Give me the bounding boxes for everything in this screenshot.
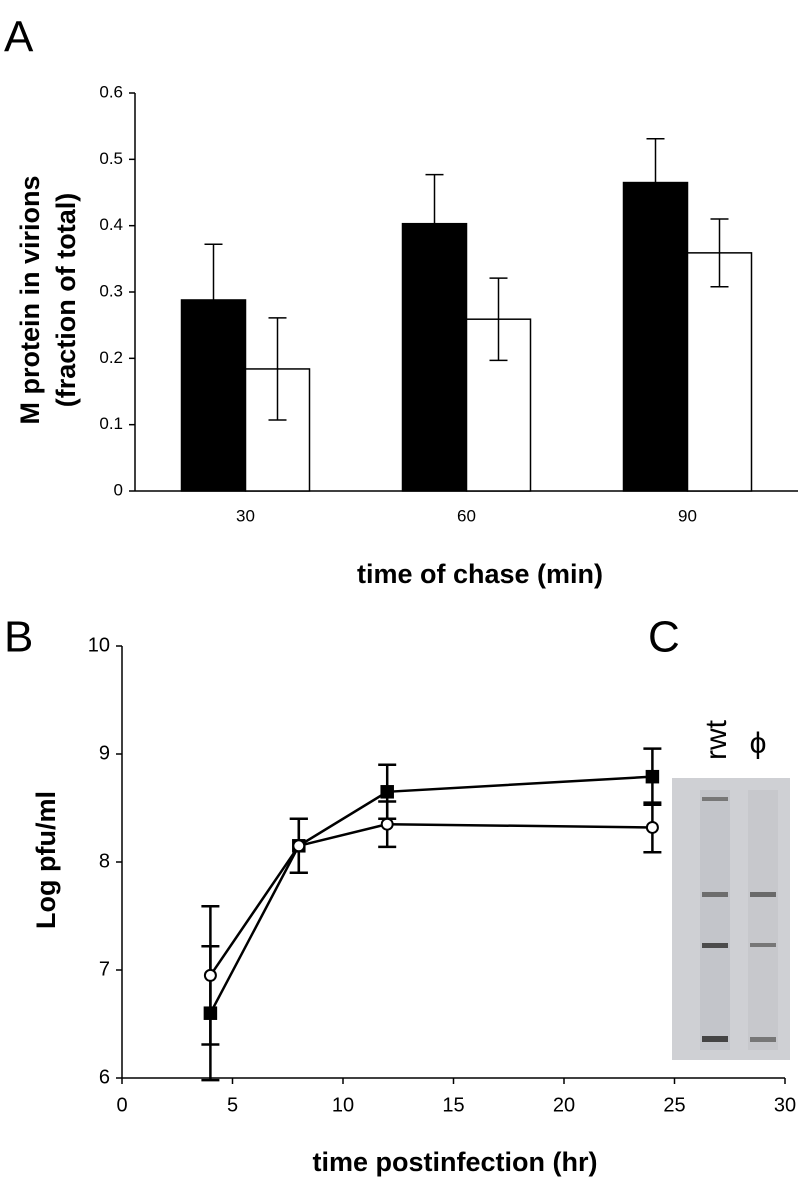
gel-band bbox=[702, 1036, 728, 1042]
gel-lane bbox=[700, 790, 730, 1050]
y-tick-label: 0.2 bbox=[99, 348, 123, 367]
gel-image bbox=[672, 778, 790, 1060]
y-tick-label: 0.5 bbox=[99, 149, 123, 168]
bar bbox=[622, 181, 689, 492]
line bbox=[209, 775, 653, 1014]
gel-band bbox=[702, 943, 728, 948]
x-tick-label: 10 bbox=[332, 1094, 354, 1116]
x-axis-title: time of chase (min) bbox=[357, 559, 603, 589]
x-tick-label: 30 bbox=[236, 506, 255, 525]
x-tick-label: 25 bbox=[663, 1094, 685, 1116]
y-axis-title: M protein in virions bbox=[15, 175, 45, 424]
y-axis-title: (fraction of total) bbox=[51, 193, 81, 407]
x-tick-label: 5 bbox=[227, 1094, 238, 1116]
x-tick-label: 30 bbox=[774, 1094, 796, 1116]
gel-band bbox=[702, 892, 728, 897]
x-tick-label: 15 bbox=[442, 1094, 464, 1116]
lane-label: rwt bbox=[700, 719, 733, 760]
marker bbox=[645, 820, 659, 834]
gel-lane bbox=[748, 790, 778, 1050]
y-tick-label: 9 bbox=[99, 742, 110, 764]
marker bbox=[380, 785, 394, 799]
bar bbox=[401, 222, 468, 492]
y-tick-label: 10 bbox=[88, 634, 110, 656]
panel-label: C bbox=[648, 613, 680, 662]
panel-label: B bbox=[4, 613, 33, 662]
marker bbox=[203, 1006, 218, 1020]
marker bbox=[380, 817, 394, 831]
x-axis-title: time postinfection (hr) bbox=[313, 1147, 598, 1177]
line bbox=[209, 822, 653, 977]
y-tick-label: 0 bbox=[114, 480, 123, 499]
y-tick-label: 7 bbox=[99, 958, 110, 980]
y-tick-label: 0.6 bbox=[99, 82, 123, 101]
bar bbox=[686, 252, 753, 492]
gel-band bbox=[750, 1037, 776, 1042]
gel-band bbox=[750, 892, 776, 897]
panel-label: A bbox=[4, 13, 34, 62]
gel-band bbox=[702, 797, 728, 801]
marker bbox=[645, 769, 660, 784]
x-tick-label: 60 bbox=[457, 506, 476, 525]
gel-band bbox=[750, 943, 776, 947]
y-tick-label: 0.1 bbox=[99, 414, 123, 433]
y-axis-title: Log pfu/ml bbox=[31, 791, 61, 929]
x-tick-label: 90 bbox=[678, 506, 697, 525]
y-tick-label: 8 bbox=[99, 850, 110, 872]
x-tick-label: 20 bbox=[553, 1094, 575, 1116]
x-tick-label: 0 bbox=[116, 1094, 127, 1116]
y-tick-label: 6 bbox=[99, 1066, 110, 1088]
marker bbox=[292, 839, 306, 853]
marker bbox=[203, 968, 217, 982]
y-tick-label: 0.3 bbox=[99, 281, 123, 300]
y-tick-label: 0.4 bbox=[99, 215, 123, 234]
lane-label: ϕ bbox=[750, 727, 767, 760]
bar bbox=[180, 299, 247, 492]
